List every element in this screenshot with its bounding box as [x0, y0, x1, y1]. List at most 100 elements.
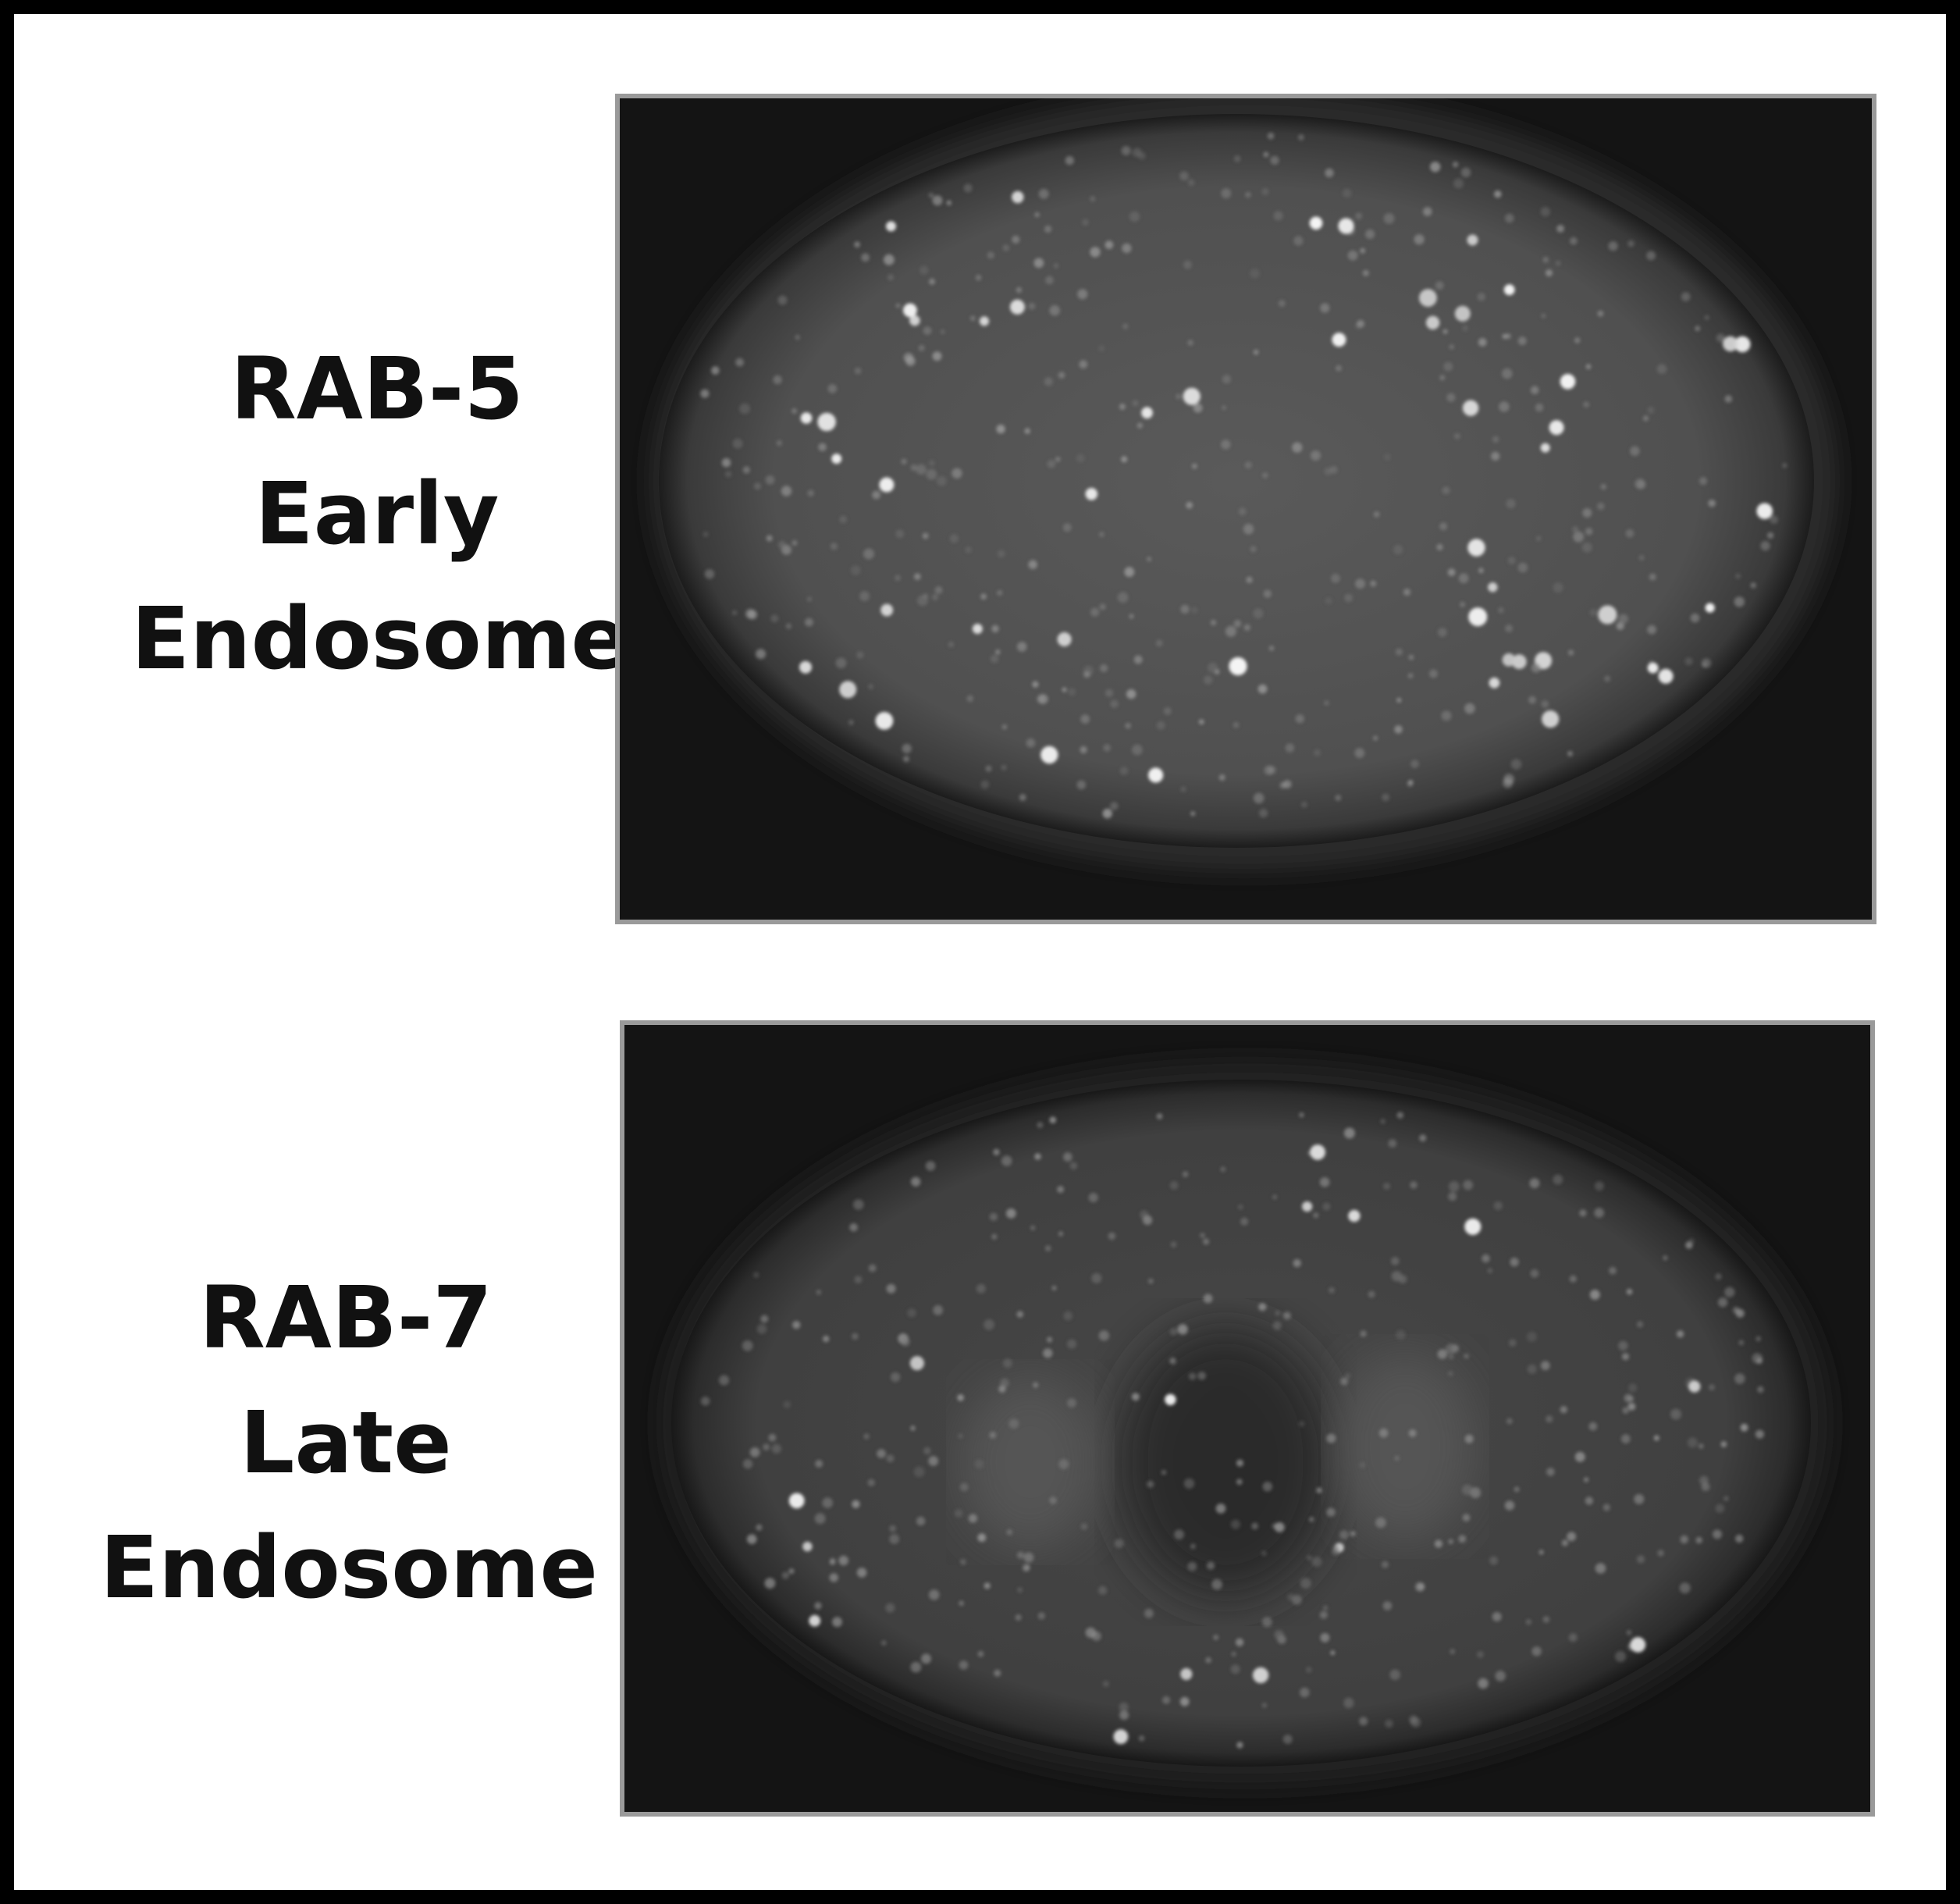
- punctum: [1012, 191, 1023, 203]
- punctum: [947, 201, 952, 205]
- punctum: [1336, 365, 1342, 372]
- punctum: [1258, 1303, 1266, 1311]
- punctum: [1681, 1536, 1688, 1543]
- punctum: [1575, 1452, 1585, 1462]
- punctum: [1410, 1717, 1421, 1728]
- punctum: [1049, 1497, 1057, 1504]
- punctum: [891, 1372, 900, 1382]
- punctum: [1539, 1550, 1544, 1554]
- punctum: [1702, 662, 1707, 667]
- punctum: [929, 193, 934, 198]
- punctum: [1489, 1557, 1498, 1565]
- punctum: [1713, 1529, 1722, 1539]
- punctum: [1442, 486, 1450, 494]
- punctum: [916, 1517, 925, 1525]
- punctum: [914, 1467, 925, 1478]
- punctum: [1344, 594, 1353, 603]
- punctum: [1414, 234, 1425, 244]
- punctum: [1320, 1177, 1330, 1187]
- punctum: [1049, 305, 1060, 316]
- punctum: [1032, 682, 1038, 688]
- punctum: [1750, 582, 1756, 589]
- punctum: [937, 476, 947, 486]
- punctum: [1373, 735, 1378, 740]
- punctum: [1541, 443, 1550, 453]
- punctum: [832, 1617, 842, 1627]
- punctum: [1273, 1322, 1282, 1330]
- punctum: [1482, 1255, 1490, 1263]
- punctum: [733, 439, 743, 449]
- punctum: [1767, 532, 1773, 539]
- punctum: [1124, 567, 1134, 577]
- punctum: [884, 254, 895, 265]
- punctum: [933, 1305, 943, 1315]
- punctum: [1374, 511, 1380, 518]
- punctum: [722, 458, 731, 468]
- punctum: [1200, 1233, 1205, 1238]
- punctum: [1494, 1201, 1503, 1210]
- punctum: [1314, 749, 1321, 756]
- punctum: [1495, 1671, 1506, 1682]
- punctum: [1165, 1394, 1176, 1405]
- punctum: [868, 1479, 875, 1486]
- punctum: [1725, 395, 1733, 403]
- punctum: [1222, 405, 1226, 410]
- punctum: [957, 1394, 964, 1401]
- punctum: [975, 1460, 984, 1469]
- punctum: [1705, 315, 1709, 320]
- punctum: [1621, 1434, 1631, 1443]
- punctum: [1028, 560, 1037, 569]
- punctum: [1464, 1354, 1469, 1359]
- punctum: [903, 756, 909, 762]
- punctum: [757, 1324, 767, 1334]
- punctum: [1329, 1287, 1335, 1294]
- punctum: [926, 1161, 936, 1171]
- punctum: [1463, 400, 1478, 416]
- punctum: [1541, 207, 1550, 216]
- punctum: [1312, 1557, 1322, 1567]
- punctum: [742, 1340, 753, 1351]
- punctum: [767, 536, 773, 542]
- punctum: [1211, 620, 1217, 626]
- punctum: [920, 266, 928, 275]
- punctum: [1409, 655, 1414, 660]
- punctum: [1449, 1539, 1453, 1544]
- punctum: [1176, 393, 1181, 399]
- punctum: [1254, 793, 1265, 804]
- punctum: [1449, 1181, 1460, 1192]
- punctum: [1348, 251, 1358, 261]
- punctum: [732, 610, 737, 615]
- punctum: [836, 657, 847, 668]
- punctum: [1699, 477, 1707, 485]
- punctum: [1180, 1697, 1190, 1706]
- punctum: [1299, 1112, 1304, 1117]
- punctum: [1233, 722, 1240, 728]
- punctum: [1384, 454, 1391, 461]
- punctum: [1478, 293, 1486, 301]
- punctum: [1626, 529, 1635, 538]
- punctum: [1262, 472, 1268, 478]
- punctum: [1415, 1582, 1425, 1592]
- label-line: RAB-7: [100, 1255, 592, 1380]
- punctum: [1231, 1520, 1240, 1529]
- punctum: [1505, 625, 1513, 632]
- punctum: [1562, 1539, 1568, 1546]
- punctum: [1144, 1609, 1154, 1618]
- punctum: [725, 471, 731, 477]
- punctum: [919, 345, 925, 351]
- embryo-image-rab7: [624, 1025, 1870, 1812]
- punctum: [1269, 646, 1275, 651]
- punctum: [1180, 1668, 1192, 1680]
- punctum: [929, 279, 935, 285]
- punctum: [1174, 1529, 1184, 1539]
- punctum: [1016, 1614, 1022, 1621]
- punctum: [1429, 670, 1438, 678]
- punctum: [1659, 669, 1674, 684]
- punctum: [1609, 1267, 1617, 1275]
- punctum: [1439, 375, 1445, 380]
- punctum: [1067, 1340, 1076, 1349]
- punctum: [1755, 1336, 1761, 1342]
- punctum: [1709, 1384, 1715, 1390]
- punctum: [1322, 1203, 1330, 1211]
- punctum: [1244, 625, 1250, 631]
